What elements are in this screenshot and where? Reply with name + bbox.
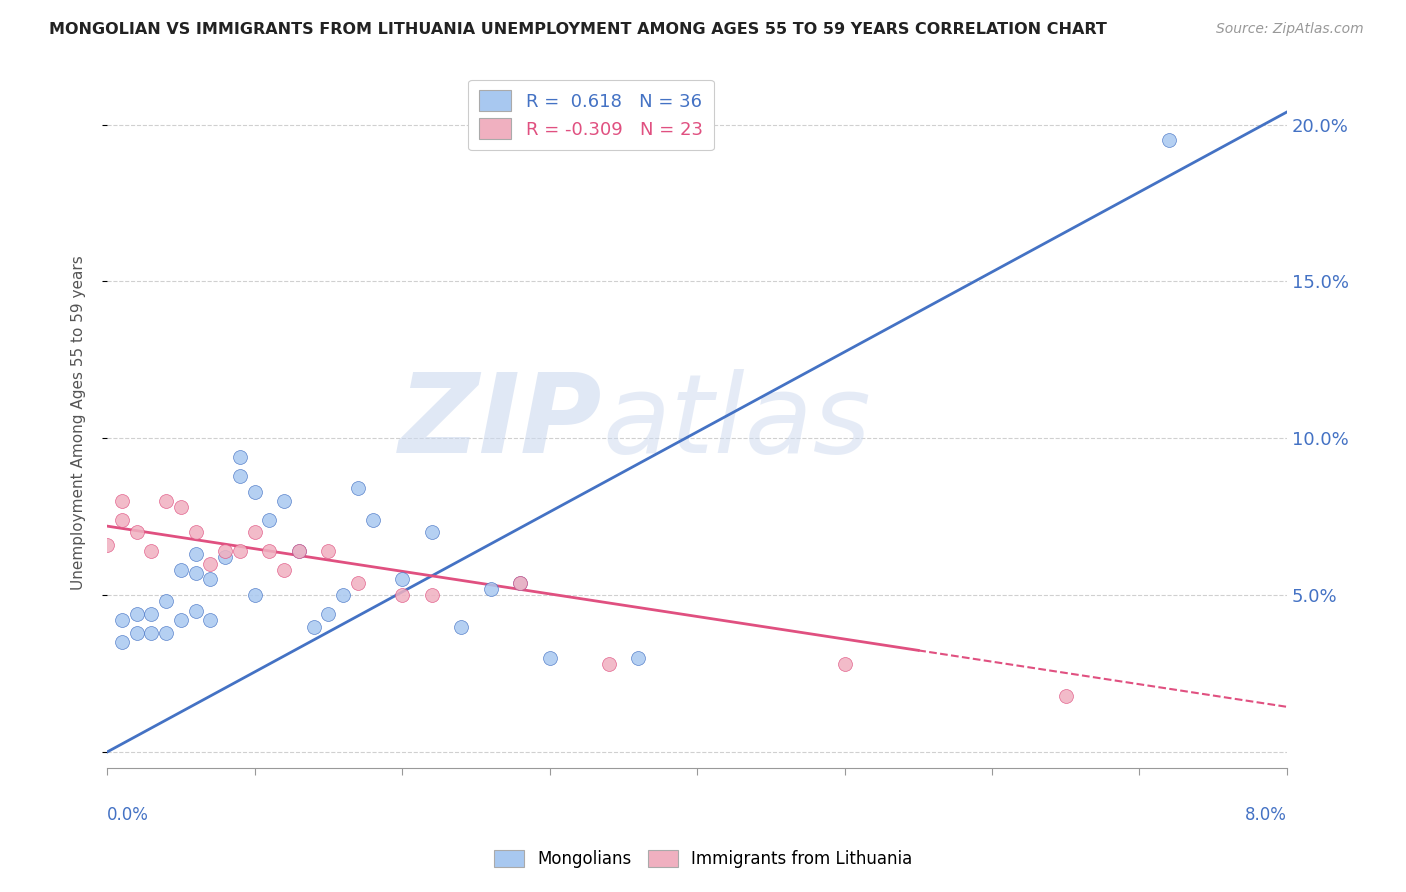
Point xyxy=(111,635,134,649)
Text: MONGOLIAN VS IMMIGRANTS FROM LITHUANIA UNEMPLOYMENT AMONG AGES 55 TO 59 YEARS CO: MONGOLIAN VS IMMIGRANTS FROM LITHUANIA U… xyxy=(49,22,1107,37)
Point xyxy=(346,482,368,496)
Point xyxy=(243,588,266,602)
Point xyxy=(214,544,236,558)
Point xyxy=(111,613,134,627)
Text: Source: ZipAtlas.com: Source: ZipAtlas.com xyxy=(1216,22,1364,37)
Point xyxy=(509,575,531,590)
Point xyxy=(243,525,266,540)
Point xyxy=(361,513,384,527)
Point xyxy=(318,544,340,558)
Point xyxy=(111,494,134,508)
Point xyxy=(538,651,561,665)
Point xyxy=(125,525,148,540)
Point xyxy=(420,588,443,602)
Point xyxy=(302,619,325,633)
Point xyxy=(155,594,177,608)
Point xyxy=(200,613,222,627)
Point xyxy=(141,544,163,558)
Point xyxy=(155,625,177,640)
Legend: R =  0.618   N = 36, R = -0.309   N = 23: R = 0.618 N = 36, R = -0.309 N = 23 xyxy=(468,79,714,150)
Point xyxy=(259,544,281,558)
Point xyxy=(214,550,236,565)
Point xyxy=(332,588,354,602)
Point xyxy=(273,563,295,577)
Point xyxy=(170,613,193,627)
Point xyxy=(229,450,252,464)
Point xyxy=(96,538,118,552)
Point xyxy=(318,607,340,621)
Point xyxy=(125,625,148,640)
Point xyxy=(229,469,252,483)
Text: atlas: atlas xyxy=(603,369,872,476)
Point xyxy=(111,513,134,527)
Point xyxy=(141,607,163,621)
Point xyxy=(273,494,295,508)
Point xyxy=(184,525,207,540)
Point xyxy=(229,544,252,558)
Point xyxy=(346,575,368,590)
Text: 0.0%: 0.0% xyxy=(107,805,149,823)
Point xyxy=(170,563,193,577)
Point xyxy=(479,582,502,596)
Point xyxy=(1157,133,1180,147)
Point xyxy=(288,544,311,558)
Point xyxy=(509,575,531,590)
Point xyxy=(627,651,650,665)
Point xyxy=(288,544,311,558)
Point xyxy=(259,513,281,527)
Point xyxy=(170,500,193,515)
Point xyxy=(598,657,620,672)
Point xyxy=(391,588,413,602)
Text: 8.0%: 8.0% xyxy=(1246,805,1286,823)
Point xyxy=(200,557,222,571)
Point xyxy=(141,625,163,640)
Point xyxy=(184,547,207,561)
Y-axis label: Unemployment Among Ages 55 to 59 years: Unemployment Among Ages 55 to 59 years xyxy=(72,255,86,590)
Point xyxy=(155,494,177,508)
Point xyxy=(184,604,207,618)
Text: ZIP: ZIP xyxy=(399,369,603,476)
Point xyxy=(184,566,207,581)
Point xyxy=(243,484,266,499)
Point xyxy=(420,525,443,540)
Point xyxy=(125,607,148,621)
Point xyxy=(450,619,472,633)
Point xyxy=(391,573,413,587)
Legend: Mongolians, Immigrants from Lithuania: Mongolians, Immigrants from Lithuania xyxy=(486,843,920,875)
Point xyxy=(200,573,222,587)
Point xyxy=(1054,689,1077,703)
Point xyxy=(834,657,856,672)
